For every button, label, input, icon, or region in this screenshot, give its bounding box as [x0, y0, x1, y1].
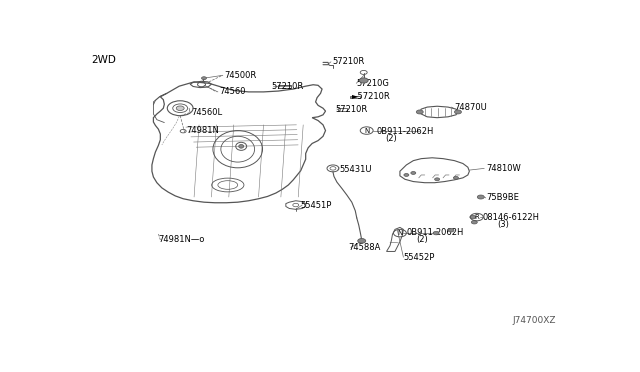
Text: 74981N: 74981N: [187, 126, 220, 135]
Circle shape: [448, 228, 454, 232]
Text: 2WD: 2WD: [91, 55, 116, 65]
Text: R: R: [474, 214, 479, 220]
Circle shape: [454, 110, 461, 114]
Text: (3): (3): [498, 220, 509, 229]
Circle shape: [359, 78, 368, 83]
Text: 74560L: 74560L: [191, 108, 223, 117]
Text: N: N: [364, 128, 369, 134]
Text: (2): (2): [416, 235, 428, 244]
Circle shape: [358, 238, 365, 243]
Text: 74588A: 74588A: [348, 243, 380, 252]
Text: 08146-6122H: 08146-6122H: [483, 212, 540, 222]
Circle shape: [433, 231, 439, 235]
Circle shape: [435, 178, 440, 181]
Text: J74700XZ: J74700XZ: [513, 316, 556, 325]
Text: (2): (2): [385, 134, 397, 143]
Circle shape: [470, 215, 476, 219]
Text: ►57210R: ►57210R: [352, 92, 390, 101]
Text: 74500R: 74500R: [224, 71, 256, 80]
Circle shape: [454, 176, 458, 179]
Text: N: N: [397, 230, 403, 236]
Text: 74810W: 74810W: [486, 164, 522, 173]
Text: 57210R: 57210R: [271, 82, 303, 91]
Bar: [338, 108, 347, 111]
Text: 55431U: 55431U: [339, 165, 371, 174]
Bar: [350, 96, 360, 99]
Circle shape: [411, 171, 416, 174]
Circle shape: [477, 195, 484, 199]
Text: 55452P: 55452P: [403, 253, 435, 262]
Text: 74981N—o: 74981N—o: [158, 235, 205, 244]
Text: 74870U: 74870U: [454, 103, 487, 112]
Ellipse shape: [239, 144, 244, 148]
Text: 57210R: 57210R: [335, 105, 368, 114]
Text: 0B911-2062H: 0B911-2062H: [406, 228, 464, 237]
Bar: [278, 85, 291, 88]
Circle shape: [202, 77, 207, 80]
Text: 0B911-2062H: 0B911-2062H: [376, 126, 433, 136]
Circle shape: [176, 106, 184, 110]
Circle shape: [404, 173, 409, 176]
Text: 74560: 74560: [219, 87, 245, 96]
Text: 57210R: 57210R: [332, 57, 364, 66]
Text: 55451P: 55451P: [301, 201, 332, 209]
Circle shape: [416, 110, 423, 114]
Text: 75B9BE: 75B9BE: [486, 193, 520, 202]
Text: 57210G: 57210G: [356, 79, 390, 88]
Circle shape: [471, 221, 477, 224]
